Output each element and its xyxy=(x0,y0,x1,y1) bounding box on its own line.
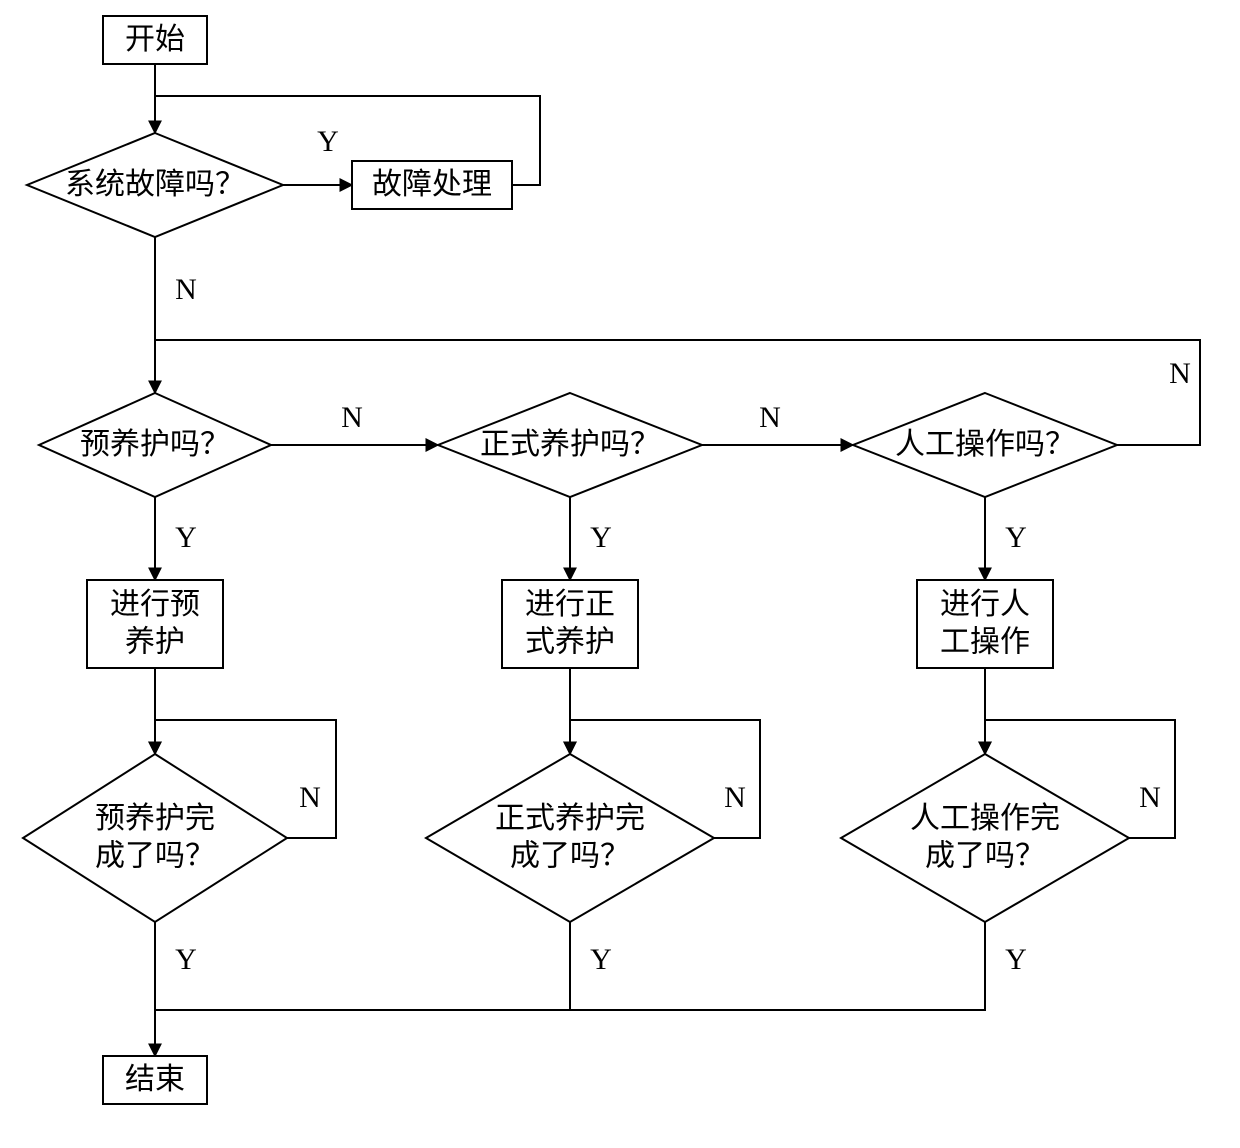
node-p_fault: 故障处理 xyxy=(352,161,512,209)
edge-label: N xyxy=(341,401,363,434)
edge-label: N xyxy=(175,273,197,306)
node-label: 正式养护完 xyxy=(495,802,645,835)
node-d_form: 正式养护吗？ xyxy=(438,393,702,497)
node-label: 人工操作吗？ xyxy=(895,428,1075,461)
node-label: 成了吗？ xyxy=(95,840,215,873)
node-label: 预养护完 xyxy=(95,802,215,835)
edge-label: Y xyxy=(1005,943,1027,976)
node-label: 故障处理 xyxy=(372,168,492,201)
edge-label: N xyxy=(1169,357,1191,390)
node-p_man: 进行人工操作 xyxy=(917,580,1053,668)
node-d_preC: 预养护完成了吗？ xyxy=(23,754,287,922)
edge-label: N xyxy=(759,401,781,434)
node-label: 结束 xyxy=(125,1063,185,1096)
node-label: 人工操作完 xyxy=(910,802,1060,835)
node-p_form: 进行正式养护 xyxy=(502,580,638,668)
node-label: 预养护吗？ xyxy=(80,428,230,461)
edge-label: Y xyxy=(590,943,612,976)
edge-label: N xyxy=(1139,781,1161,814)
edge-label: Y xyxy=(590,521,612,554)
node-label: 开始 xyxy=(125,23,185,56)
edge-label: Y xyxy=(175,521,197,554)
node-label: 成了吗？ xyxy=(510,840,630,873)
node-p_pre: 进行预养护 xyxy=(87,580,223,668)
node-label: 进行人 xyxy=(940,588,1030,621)
node-d_formC: 正式养护完成了吗？ xyxy=(426,754,714,922)
node-end: 结束 xyxy=(103,1056,207,1104)
node-label: 进行预 xyxy=(110,588,200,621)
node-label: 成了吗？ xyxy=(925,840,1045,873)
edge-label: Y xyxy=(1005,521,1027,554)
node-d_pre: 预养护吗？ xyxy=(39,393,271,497)
edge-label: Y xyxy=(175,943,197,976)
node-d_fault: 系统故障吗？ xyxy=(27,133,283,237)
node-label: 式养护 xyxy=(525,626,615,659)
node-label: 系统故障吗？ xyxy=(65,168,245,201)
node-d_man: 人工操作吗？ xyxy=(853,393,1117,497)
node-label: 养护 xyxy=(125,626,185,659)
node-label: 工操作 xyxy=(940,626,1030,659)
edge-label: Y xyxy=(317,125,339,158)
node-start: 开始 xyxy=(103,16,207,64)
edge-label: N xyxy=(299,781,321,814)
node-label: 正式养护吗？ xyxy=(480,428,660,461)
node-label: 进行正 xyxy=(525,588,615,621)
flow-edge xyxy=(155,922,570,1010)
edge-label: N xyxy=(724,781,746,814)
flowchart-canvas: Y N N N N Y Y Y N N N Y Y Y 开始系统故障吗？ 故障处理预养护吗？ 正式养护吗？ 人工操… xyxy=(0,0,1240,1148)
node-d_manC: 人工操作完成了吗？ xyxy=(841,754,1129,922)
